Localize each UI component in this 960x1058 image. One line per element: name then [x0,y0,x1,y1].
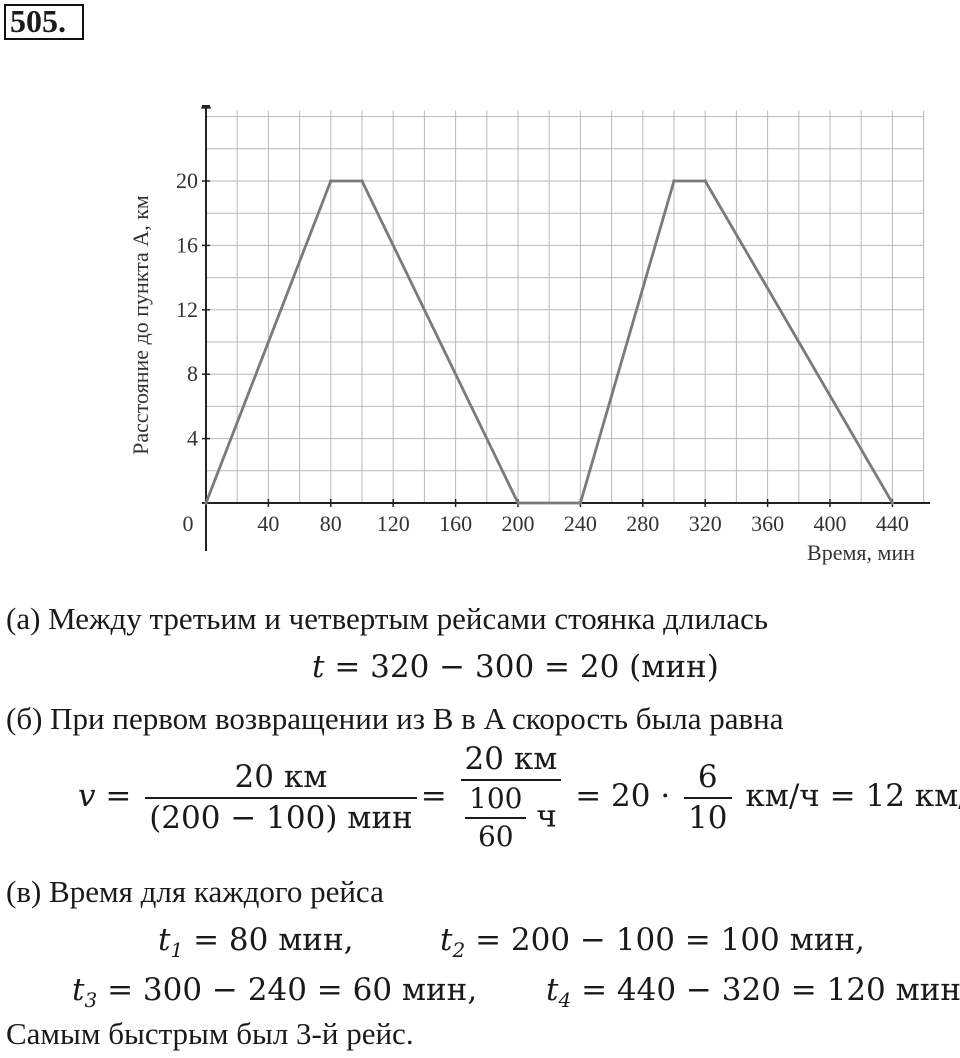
x-tick-label: 280 [626,511,659,536]
var-t2: t2 [440,922,466,963]
x-axis-label: Время, мин [807,540,915,565]
part-a-formula-text: = 320 − 300 = 20 (мин) [334,649,719,685]
data-point [516,501,520,505]
part-b-tail: км/ч = 12 км/ч [745,778,960,814]
y-tick-label: 20 [176,168,198,193]
fraction-3-denominator: 10 [688,799,728,836]
part-a-text: (а) Между третьим и четвертым рейсами ст… [6,601,769,636]
series-line [204,179,894,505]
fraction-1-numerator: 20 км [145,761,417,799]
var-t: t [312,649,325,685]
part-b-text: (б) При первом возвращении из B в A скор… [6,701,784,736]
y-tick-label: 12 [176,297,198,322]
x-tick-label: 400 [814,511,847,536]
t4-value: = 440 − 320 = 120 мин [581,972,960,1008]
data-point [703,179,707,183]
t3-value: = 300 − 240 = 60 мин, [107,972,478,1008]
fraction-2-inner-denominator: 60 [477,820,514,853]
t4-formula: t4 = 440 − 320 = 120 мин [546,972,960,1013]
chart-series [204,179,895,505]
fraction-2: 20 км 100 60 ч [460,744,562,851]
fraction-3-numerator: 6 [684,761,732,799]
x-tick-label: 40 [257,511,279,536]
x-tick-label: 320 [689,511,722,536]
fraction-2-denominator: 100 60 ч [461,781,562,851]
fraction-2-inner: 100 60 [465,785,527,853]
x-tick-label: 0 [183,511,194,536]
part-a-formula: t = 320 − 300 = 20 (мин) [312,652,719,683]
y-tick-label: 4 [187,426,198,451]
chart-axes [201,105,930,551]
t2-value: = 200 − 100 = 100 мин, [475,922,865,958]
data-point [672,179,676,183]
problem-number: 505. [4,4,84,40]
fraction-2-inner-numerator: 100 [465,785,527,819]
fraction-3: 6 10 [684,761,732,836]
x-tick-label: 440 [876,511,909,536]
y-axis-label: Расстояние до пункта A, км [128,195,153,455]
y-axis-arrow [201,105,211,109]
part-c-text: (в) Время для каждого рейса [6,874,384,909]
fraction-1: 20 км (200 − 100) мин [145,761,417,836]
fraction-1-denominator: (200 − 100) мин [149,799,413,836]
x-tick-label: 80 [320,511,342,536]
data-point [329,179,333,183]
t3-formula: t3 = 300 − 240 = 60 мин, [72,972,478,1013]
t1-value: = 80 мин, [193,922,354,958]
var-v: v [78,778,96,814]
var-t3: t3 [72,972,98,1013]
data-point [890,501,895,505]
t2-formula: t2 = 200 − 100 = 100 мин, [440,922,865,963]
part-b-formula: v = 20 км (200 − 100) мин = 20 км 100 60… [78,744,960,851]
y-tick-label: 16 [176,232,198,257]
t1-formula: t1 = 80 мин, [158,922,354,963]
x-tick-label: 240 [564,511,597,536]
var-t4: t4 [546,972,572,1013]
data-point [204,501,208,505]
fraction-2-unit: ч [536,798,557,835]
x-tick-label: 160 [439,511,472,536]
x-tick-label: 120 [377,511,410,536]
y-tick-label: 8 [187,361,198,386]
conclusion-text: Самым быстрым был 3-й рейс. [6,1016,414,1051]
part-b-mid: = 20 · [575,778,671,814]
fraction-2-numerator: 20 км [460,744,562,781]
chart-grid [206,110,925,503]
x-tick-label: 200 [502,511,535,536]
data-point [360,179,364,183]
data-point [578,501,582,505]
x-tick-label: 360 [751,511,784,536]
var-t1: t1 [158,922,184,963]
distance-time-chart: 0 40 80 120 160 200 240 280 320 360 400 440 4 8 12 16 20… [128,105,930,565]
chart-ticks: 0 40 80 120 160 200 240 280 320 360 400 440 4 8 12 16 20 [176,168,909,536]
